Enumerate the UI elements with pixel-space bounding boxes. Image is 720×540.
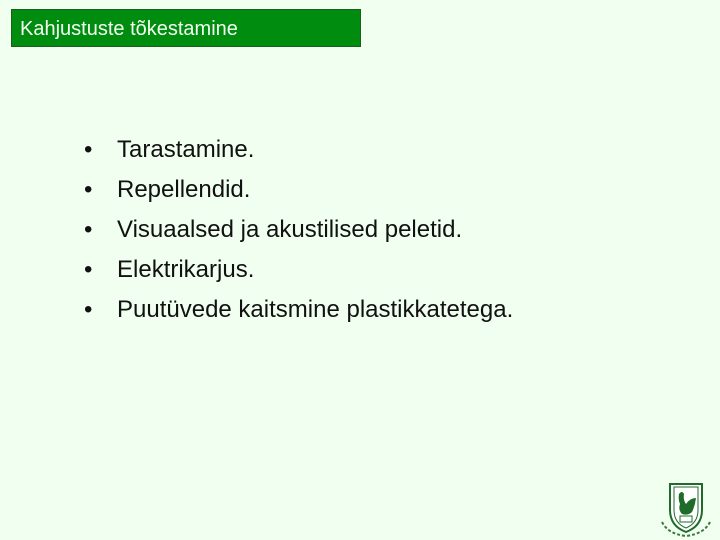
list-item: • Elektrikarjus. bbox=[84, 250, 513, 290]
list-item-text: Repellendid. bbox=[117, 176, 251, 203]
bullet-icon: • bbox=[84, 256, 93, 283]
bullet-icon: • bbox=[84, 176, 93, 203]
list-item-text: Elektrikarjus. bbox=[117, 256, 255, 283]
list-item: • Repellendid. bbox=[84, 170, 513, 210]
bullet-icon: • bbox=[84, 296, 93, 323]
list-item: • Puutüvede kaitsmine plastikkatetega. bbox=[84, 290, 513, 330]
capercaillie-shield-emblem-icon bbox=[661, 483, 711, 538]
list-item-text: Puutüvede kaitsmine plastikkatetega. bbox=[117, 296, 514, 323]
list-item: • Visuaalsed ja akustilised peletid. bbox=[84, 210, 513, 250]
bullet-list: • Tarastamine. • Repellendid. • Visuaalsed … bbox=[84, 130, 513, 330]
list-item: • Tarastamine. bbox=[84, 130, 513, 170]
slide-title: Kahjustuste tõkestamine bbox=[11, 9, 361, 47]
bullet-icon: • bbox=[84, 216, 93, 243]
list-item-text: Tarastamine. bbox=[117, 136, 255, 163]
bullet-icon: • bbox=[84, 136, 93, 163]
list-item-text: Visuaalsed ja akustilised peletid. bbox=[117, 216, 463, 243]
